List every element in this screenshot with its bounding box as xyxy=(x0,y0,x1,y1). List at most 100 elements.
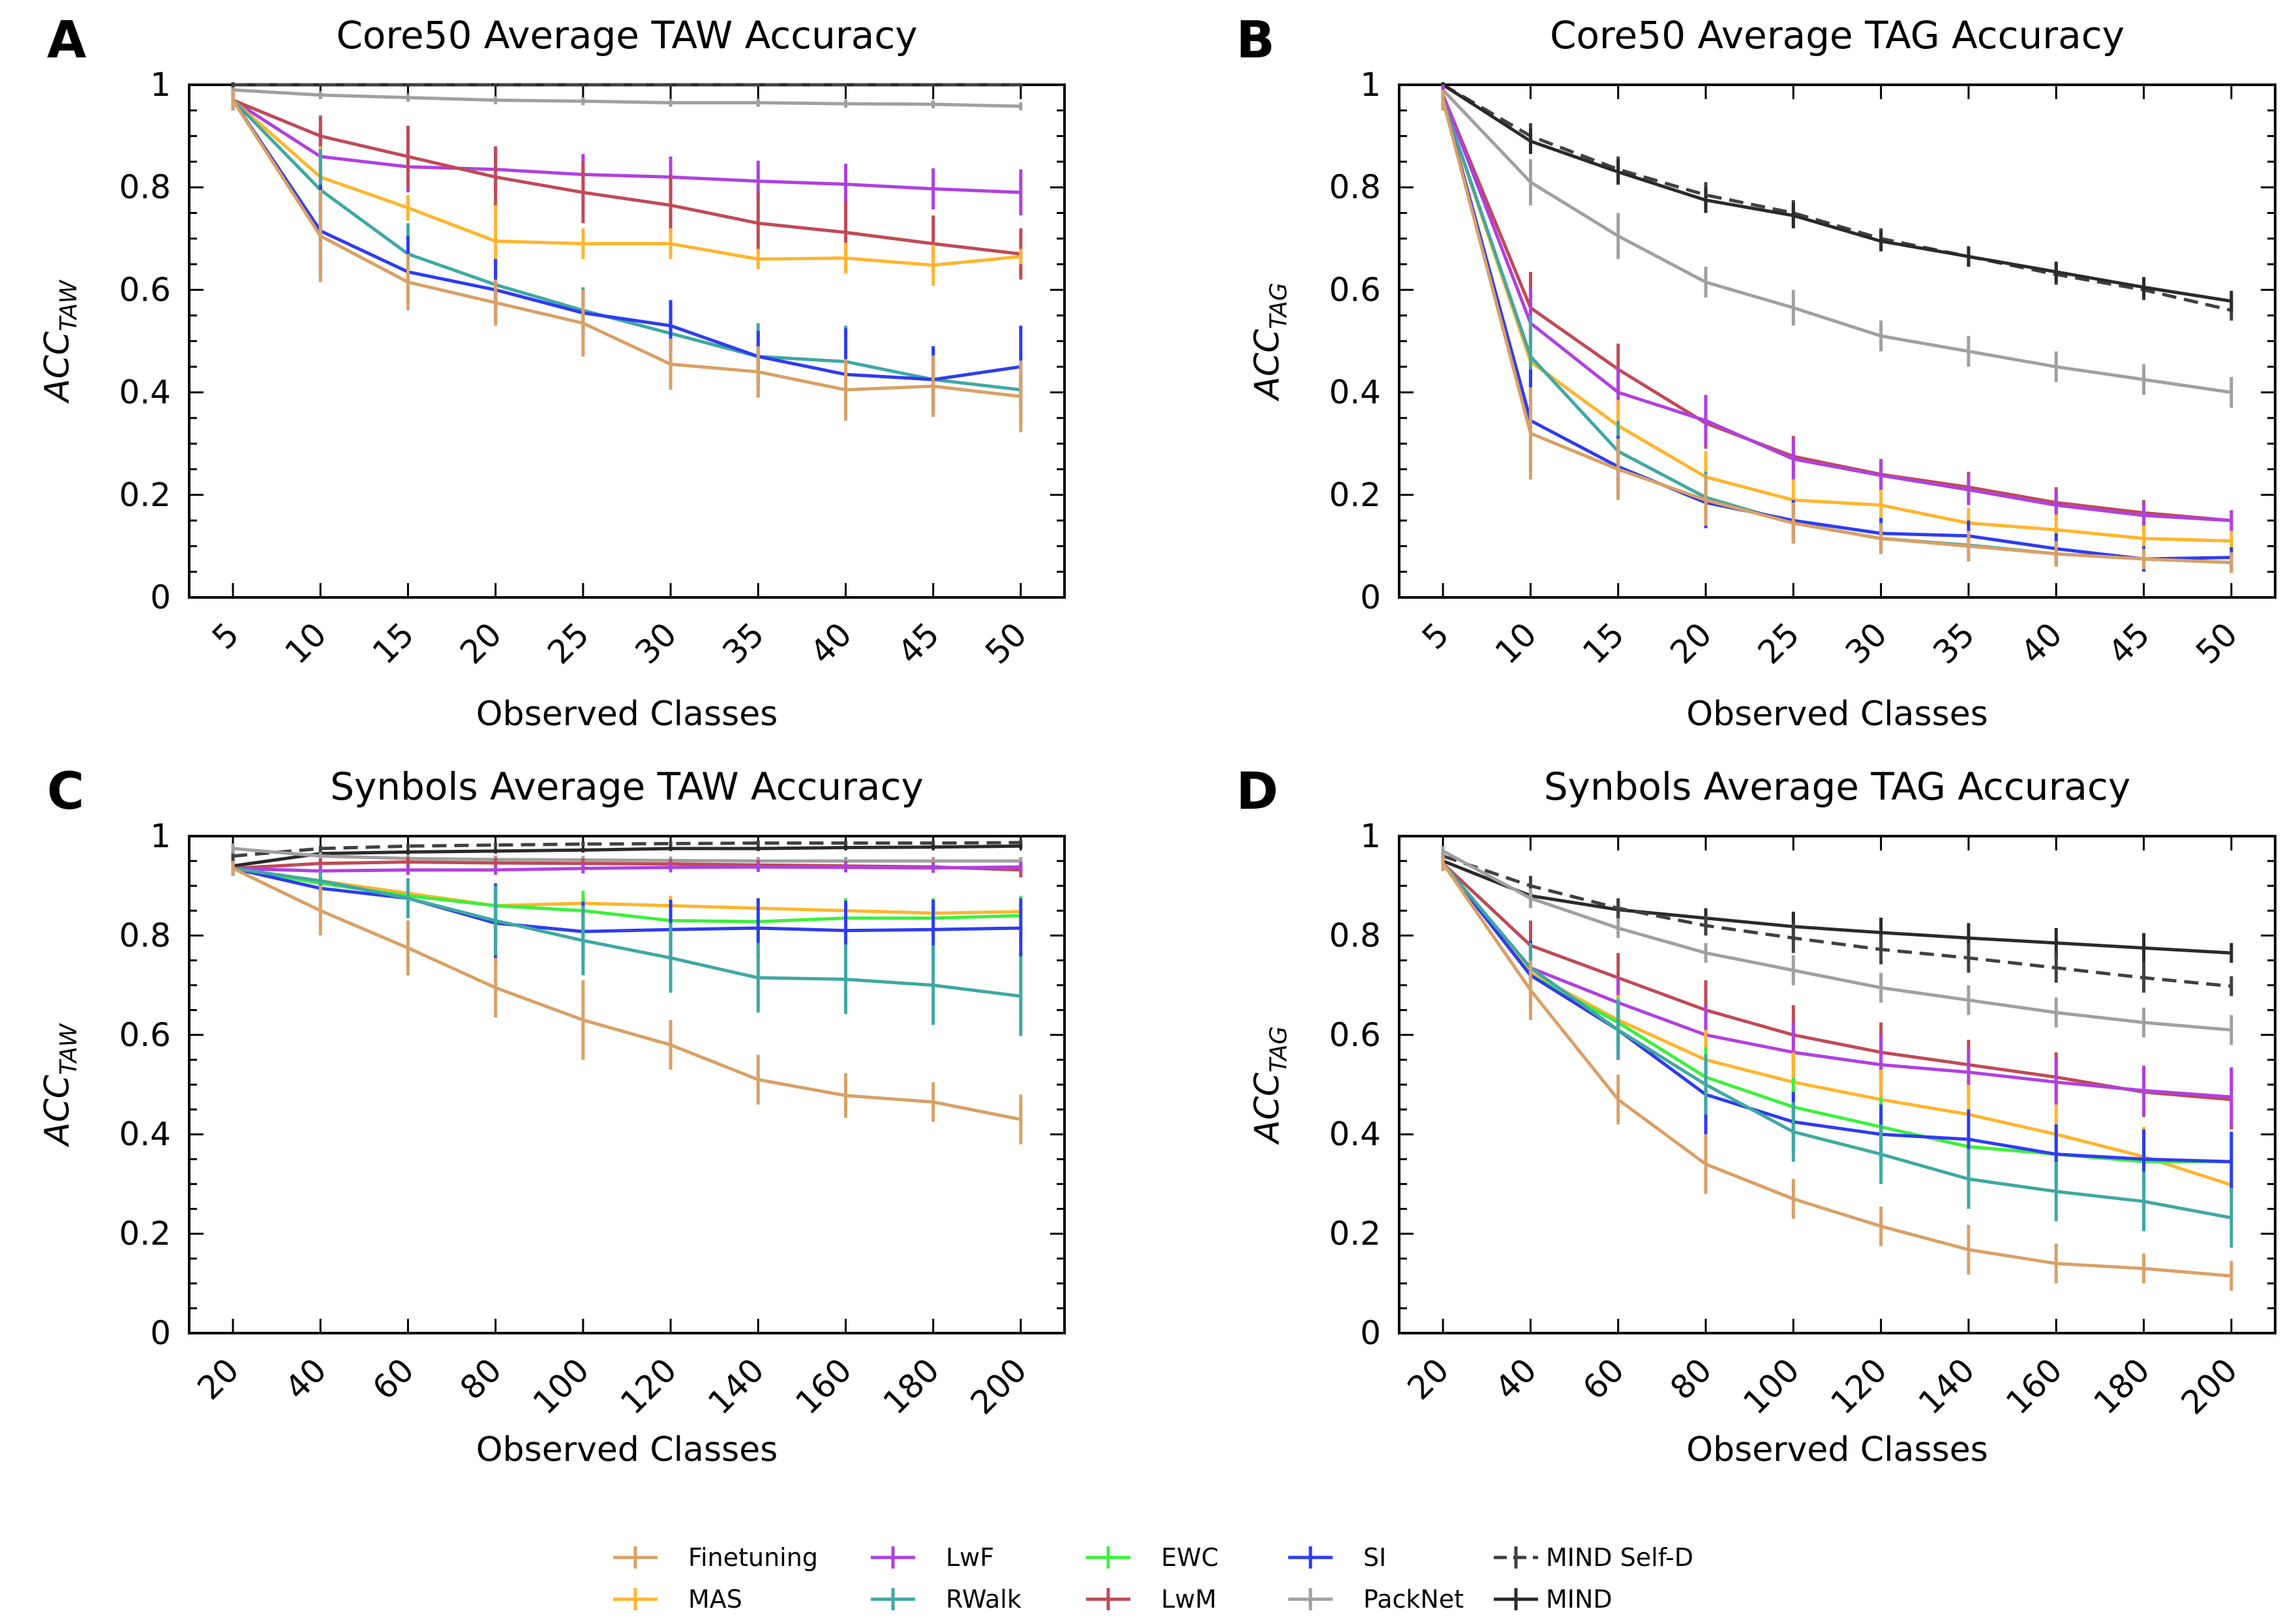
series-line xyxy=(231,99,1021,398)
x-tick-label: 160 xyxy=(1999,1351,2069,1421)
data-point xyxy=(1019,1118,1022,1121)
series-line xyxy=(233,865,1021,873)
data-point xyxy=(2230,1274,2233,1278)
data-point xyxy=(844,846,847,849)
data-point xyxy=(2230,539,2233,543)
series-line xyxy=(232,88,1021,108)
x-tick-label: 45 xyxy=(890,615,946,671)
data-point xyxy=(2055,1081,2058,1084)
data-point xyxy=(494,239,497,243)
series-line xyxy=(1442,859,2231,955)
data-point xyxy=(669,203,673,207)
legend-label: MAS xyxy=(688,1585,742,1614)
data-point xyxy=(1529,884,1532,888)
series-line xyxy=(232,867,1021,915)
panel-letter: C xyxy=(47,762,84,821)
data-point xyxy=(1967,1070,1970,1074)
chart-title: Synbols Average TAW Accuracy xyxy=(330,764,924,809)
legend-entry: MAS xyxy=(613,1585,742,1614)
y-axis-label-main: ACC xyxy=(38,1074,77,1147)
data-point xyxy=(757,976,760,980)
data-point xyxy=(2230,299,2233,303)
legend-label: LwM xyxy=(1161,1585,1217,1614)
data-point xyxy=(757,847,760,850)
data-point xyxy=(931,263,935,267)
y-tick-label: 0.4 xyxy=(1329,1115,1381,1153)
data-point xyxy=(494,919,497,922)
x-tick-label: 80 xyxy=(1663,1351,1719,1407)
data-point xyxy=(319,909,322,912)
legend: Finetuning MAS LwF RWalk EWC LwM SI PackNet MIND… xyxy=(613,1543,1693,1614)
data-point xyxy=(494,843,497,847)
data-point xyxy=(1529,140,1532,143)
data-point xyxy=(1616,1029,1620,1032)
legend-entry: SI xyxy=(1288,1543,1386,1572)
data-point xyxy=(406,850,410,854)
data-point xyxy=(319,83,322,86)
data-point xyxy=(406,897,410,900)
data-point xyxy=(494,849,497,852)
series-finetuning xyxy=(1441,89,2233,573)
y-tick-label: 0.2 xyxy=(119,476,171,514)
series-si xyxy=(231,89,1023,421)
data-point xyxy=(2142,976,2145,980)
data-point xyxy=(1019,105,1022,108)
data-point xyxy=(669,83,673,86)
data-point xyxy=(1704,280,1708,284)
data-point xyxy=(581,100,584,103)
legend-entry: MIND Self-D xyxy=(1494,1543,1693,1572)
data-point xyxy=(757,258,760,261)
data-point xyxy=(581,1018,584,1021)
x-tick-label: 10 xyxy=(278,615,334,671)
series-line xyxy=(1441,99,2231,561)
series-line xyxy=(232,98,1021,392)
data-point xyxy=(931,845,935,849)
data-point xyxy=(931,841,935,845)
series-line xyxy=(1442,854,2232,988)
series-line xyxy=(1442,89,2232,395)
data-point xyxy=(669,1044,673,1047)
x-tick-label: 20 xyxy=(1663,615,1719,671)
series-line xyxy=(232,844,1021,868)
y-tick-label: 0.6 xyxy=(1329,271,1381,308)
data-point xyxy=(669,847,673,850)
series-line xyxy=(1442,862,2232,1099)
data-point xyxy=(1529,989,1532,992)
data-point xyxy=(406,280,410,284)
x-tick-label: 120 xyxy=(613,1351,684,1421)
panel-b: B Core50 Average TAG Accuracy 0 0.2 0.4 0.6 0.… xyxy=(1236,11,2276,734)
x-tick-label: 45 xyxy=(2101,615,2157,671)
data-point xyxy=(2055,1152,2058,1156)
series-rwalk xyxy=(1441,856,2233,1248)
data-point xyxy=(844,231,847,234)
data-point xyxy=(1019,255,1022,258)
data-point xyxy=(1442,862,1445,865)
series-ewc xyxy=(1441,856,2233,1192)
legend-label: MIND Self-D xyxy=(1546,1543,1693,1572)
y-axis-label: ACCTAG xyxy=(1248,1026,1292,1145)
x-tick-label: 180 xyxy=(876,1351,946,1421)
data-point xyxy=(232,854,235,858)
legend-entry: LwM xyxy=(1086,1585,1217,1614)
data-point xyxy=(669,242,673,245)
data-point xyxy=(494,175,497,179)
data-point xyxy=(1019,191,1022,194)
x-tick-label: 35 xyxy=(716,615,772,671)
data-point xyxy=(319,854,322,858)
x-tick-label: 40 xyxy=(278,1351,334,1407)
x-tick-label: 5 xyxy=(1415,615,1457,657)
panel-letter: A xyxy=(47,11,86,70)
data-point xyxy=(319,234,322,237)
data-point xyxy=(931,984,935,987)
data-point xyxy=(1704,952,1708,955)
data-point xyxy=(581,322,584,325)
data-point xyxy=(581,849,584,852)
series-line xyxy=(232,98,1021,256)
data-point xyxy=(406,845,410,848)
data-point xyxy=(494,83,497,86)
chart-title: Synbols Average TAG Accuracy xyxy=(1544,764,2130,809)
series-line xyxy=(232,847,1021,863)
data-point xyxy=(669,956,673,959)
x-tick-label: 30 xyxy=(628,615,684,671)
data-point xyxy=(669,324,673,327)
